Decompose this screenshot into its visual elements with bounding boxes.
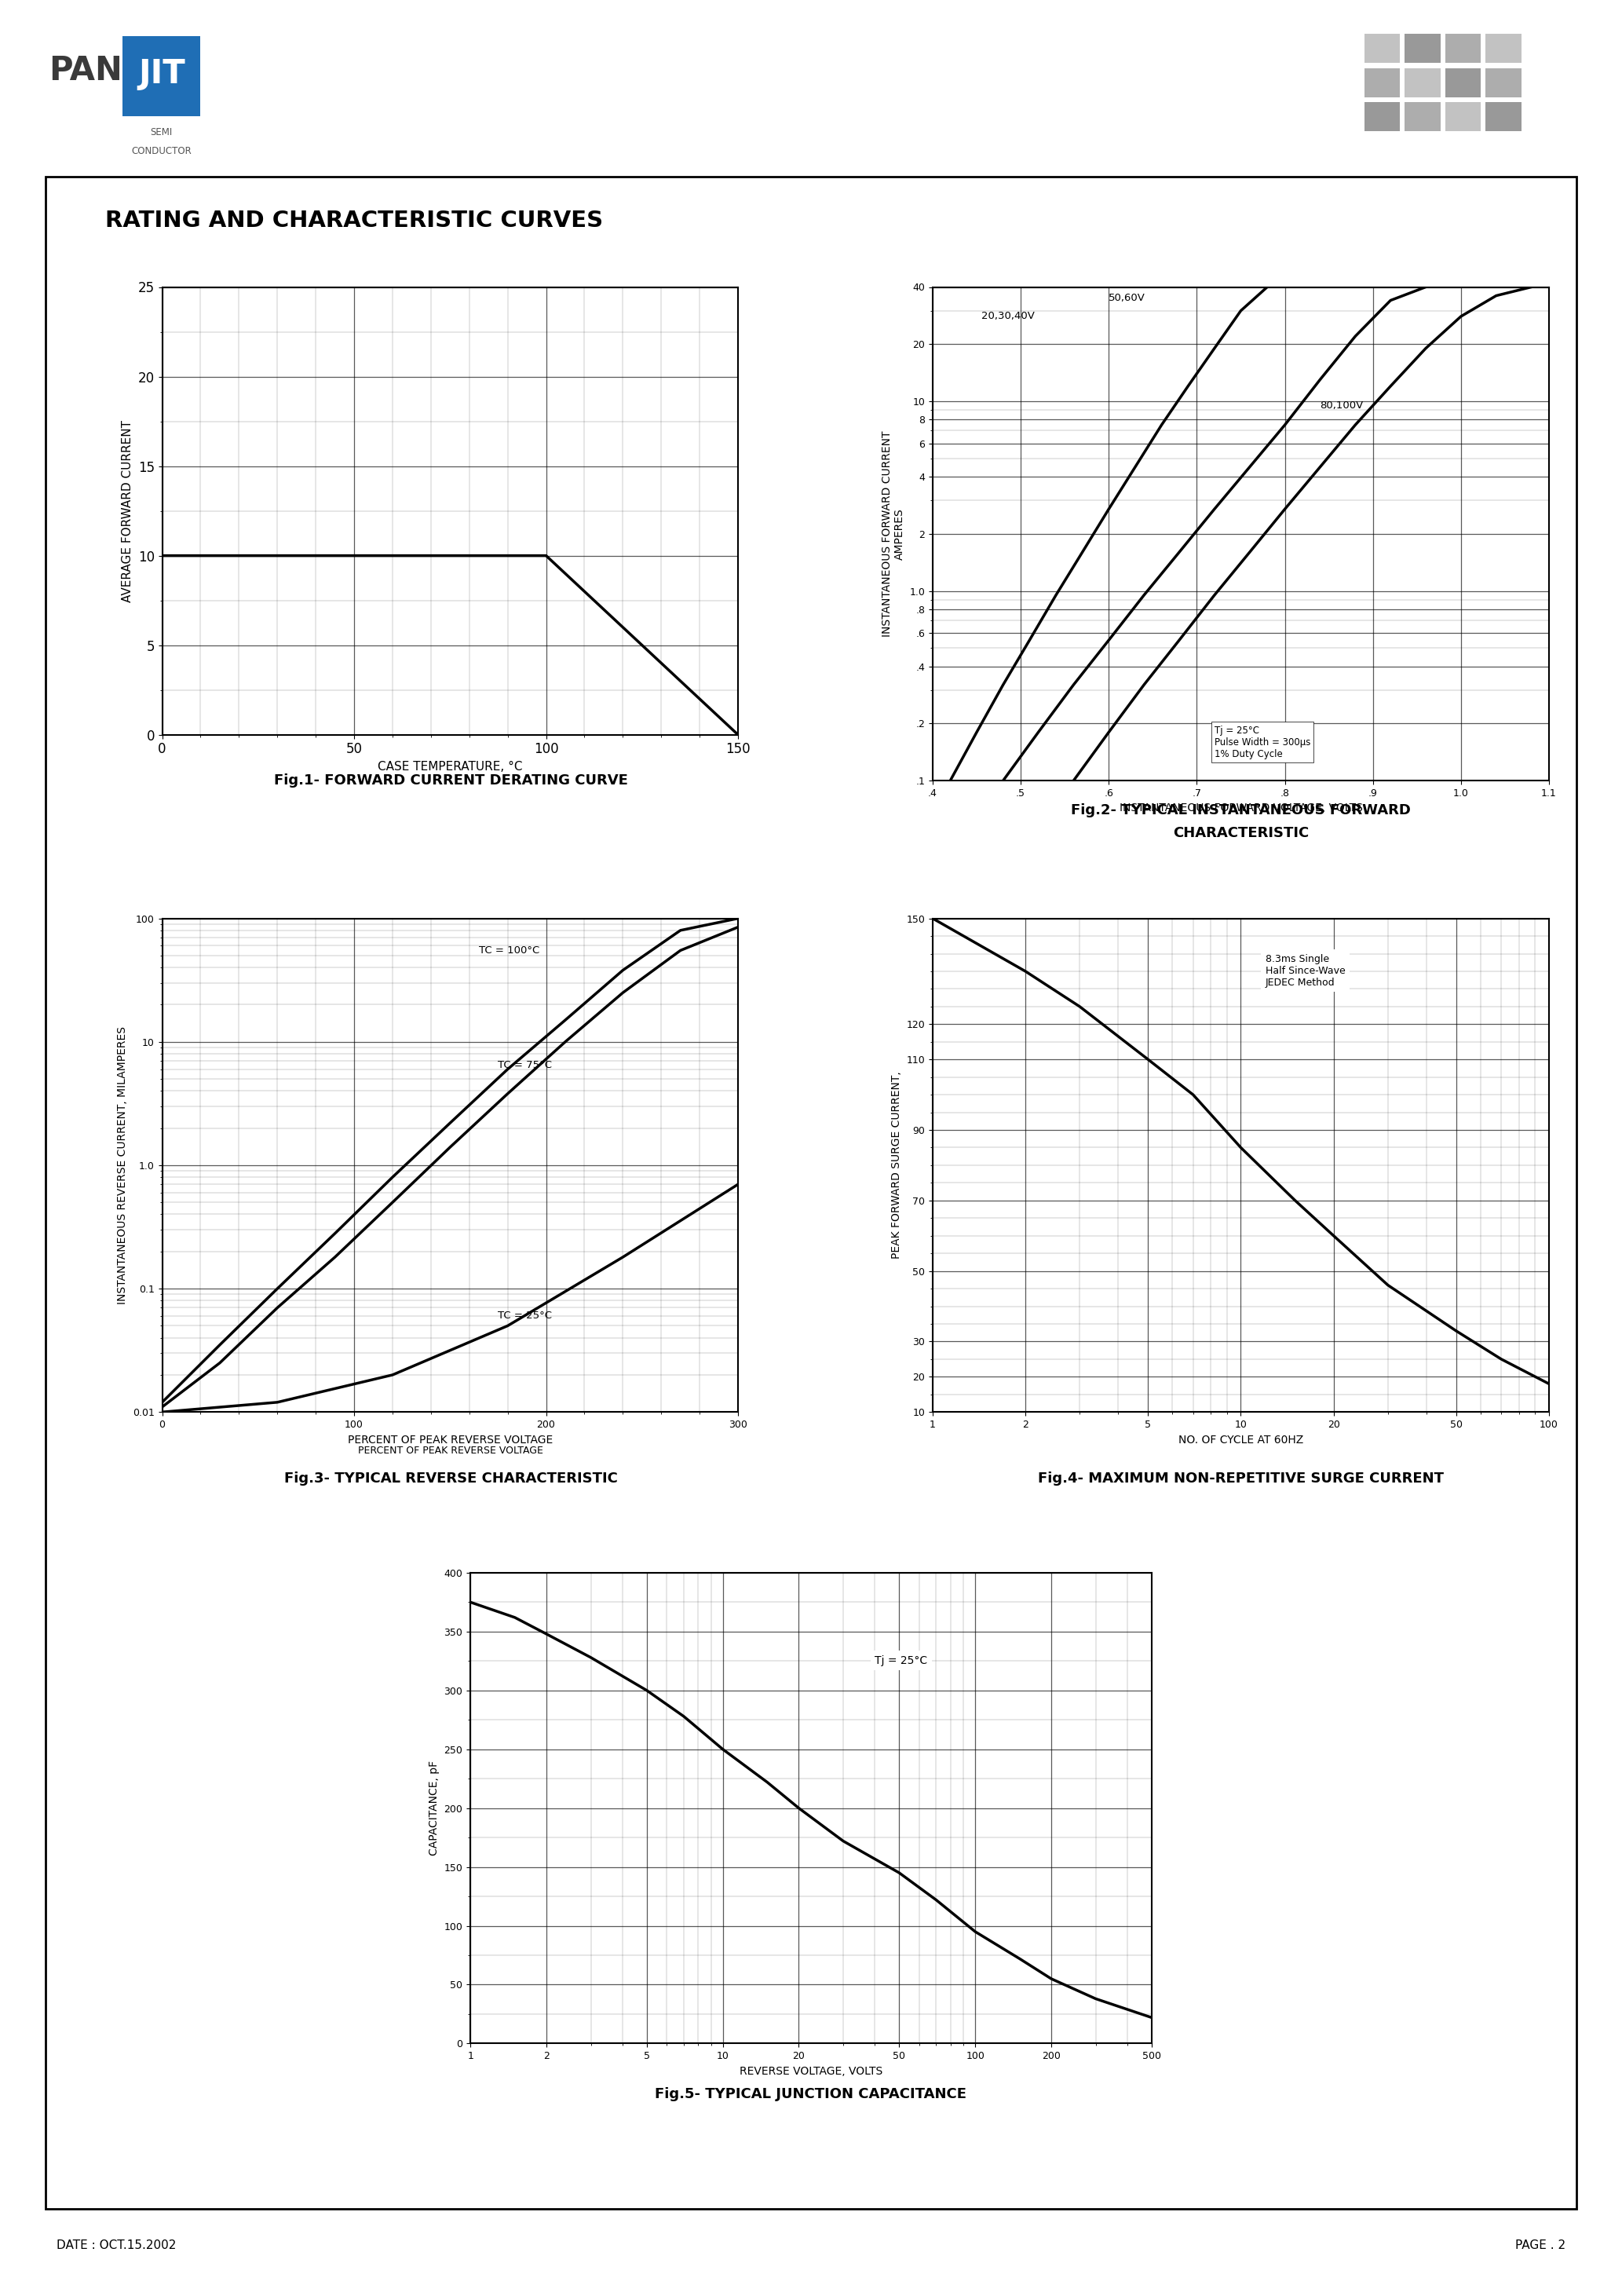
Bar <box>1364 34 1400 62</box>
Text: PAN: PAN <box>49 55 122 87</box>
Text: Tj = 25°C
Pulse Width = 300μs
1% Duty Cycle: Tj = 25°C Pulse Width = 300μs 1% Duty Cy… <box>1215 726 1311 760</box>
Y-axis label: INSTANTANEOUS FORWARD CURRENT
AMPERES: INSTANTANEOUS FORWARD CURRENT AMPERES <box>881 432 905 636</box>
Text: TC = 75°C: TC = 75°C <box>498 1061 551 1070</box>
X-axis label: CASE TEMPERATURE, °C: CASE TEMPERATURE, °C <box>378 760 522 774</box>
Bar <box>1445 34 1481 62</box>
Text: 50,60V: 50,60V <box>1109 294 1145 303</box>
Y-axis label: CAPACITANCE, pF: CAPACITANCE, pF <box>428 1761 440 1855</box>
Bar <box>1445 101 1481 131</box>
Y-axis label: AVERAGE FORWARD CURRENT: AVERAGE FORWARD CURRENT <box>122 420 133 602</box>
Text: CHARACTERISTIC: CHARACTERISTIC <box>1173 827 1309 840</box>
Text: TC = 100°C: TC = 100°C <box>478 946 540 955</box>
Text: 80,100V: 80,100V <box>1320 400 1364 411</box>
X-axis label: INSTANTANEOUS FORWARD VOLTAGE, VOLTS: INSTANTANEOUS FORWARD VOLTAGE, VOLTS <box>1119 804 1362 813</box>
Text: Fig.2- TYPICAL INSTANTANEOUS FORWARD: Fig.2- TYPICAL INSTANTANEOUS FORWARD <box>1071 804 1411 817</box>
Bar <box>1364 101 1400 131</box>
Bar <box>1364 69 1400 96</box>
Y-axis label: PEAK FORWARD SURGE CURRENT,: PEAK FORWARD SURGE CURRENT, <box>890 1072 902 1258</box>
Text: CONDUCTOR: CONDUCTOR <box>131 145 191 156</box>
Text: Fig.3- TYPICAL REVERSE CHARACTERISTIC: Fig.3- TYPICAL REVERSE CHARACTERISTIC <box>284 1472 618 1486</box>
Bar <box>123 37 201 117</box>
Text: Fig.5- TYPICAL JUNCTION CAPACITANCE: Fig.5- TYPICAL JUNCTION CAPACITANCE <box>655 2087 967 2101</box>
X-axis label: PERCENT OF PEAK REVERSE VOLTAGE: PERCENT OF PEAK REVERSE VOLTAGE <box>347 1435 553 1444</box>
Y-axis label: INSTANTANEOUS REVERSE CURRENT, MILAMPERES: INSTANTANEOUS REVERSE CURRENT, MILAMPERE… <box>117 1026 128 1304</box>
Text: DATE : OCT.15.2002: DATE : OCT.15.2002 <box>57 2239 177 2252</box>
Bar <box>1486 69 1521 96</box>
Bar <box>1445 69 1481 96</box>
Bar <box>1486 34 1521 62</box>
Bar <box>45 177 1577 2209</box>
Text: 8.3ms Single
Half Since-Wave
JEDEC Method: 8.3ms Single Half Since-Wave JEDEC Metho… <box>1265 953 1345 987</box>
Bar <box>1405 34 1440 62</box>
Bar <box>1405 69 1440 96</box>
X-axis label: REVERSE VOLTAGE, VOLTS: REVERSE VOLTAGE, VOLTS <box>740 2066 882 2076</box>
Text: RATING AND CHARACTERISTIC CURVES: RATING AND CHARACTERISTIC CURVES <box>105 209 603 232</box>
Text: Fig.1- FORWARD CURRENT DERATING CURVE: Fig.1- FORWARD CURRENT DERATING CURVE <box>274 774 628 788</box>
Text: PAGE . 2: PAGE . 2 <box>1515 2239 1565 2252</box>
X-axis label: NO. OF CYCLE AT 60HZ: NO. OF CYCLE AT 60HZ <box>1178 1435 1304 1444</box>
Text: PERCENT OF PEAK REVERSE VOLTAGE: PERCENT OF PEAK REVERSE VOLTAGE <box>358 1446 543 1456</box>
Text: Fig.4- MAXIMUM NON-REPETITIVE SURGE CURRENT: Fig.4- MAXIMUM NON-REPETITIVE SURGE CURR… <box>1038 1472 1444 1486</box>
Text: Tj = 25°C: Tj = 25°C <box>874 1655 928 1667</box>
Bar <box>1486 101 1521 131</box>
Bar <box>1405 101 1440 131</box>
Text: 20,30,40V: 20,30,40V <box>981 312 1035 321</box>
Text: JIT: JIT <box>138 57 185 90</box>
Text: TC = 25°C: TC = 25°C <box>498 1311 551 1320</box>
Text: SEMI: SEMI <box>151 126 172 138</box>
